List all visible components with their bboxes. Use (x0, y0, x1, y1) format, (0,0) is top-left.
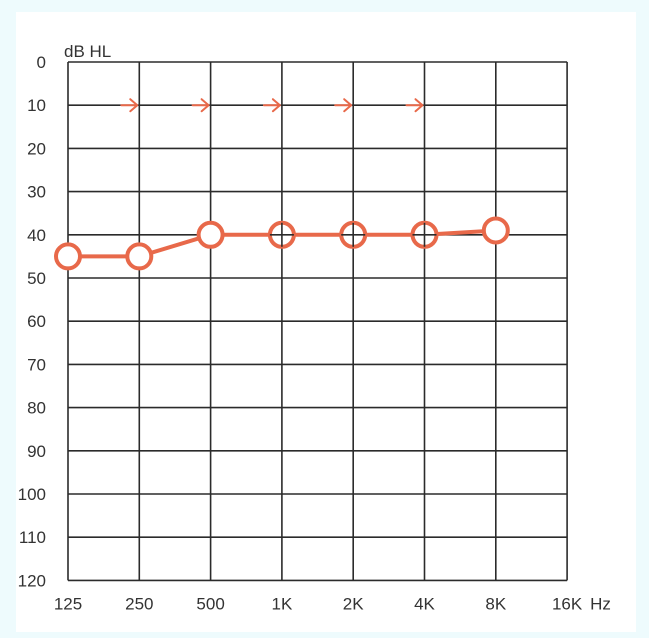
y-tick-label: 40 (27, 226, 46, 245)
audiogram-chart: dB HL Hz 0 10 20 30 40 50 60 70 80 90 100 110 120 125… (18, 42, 611, 613)
audiogram-card: dB HL Hz 0 10 20 30 40 50 60 70 80 90 100 110 120 125… (16, 12, 636, 632)
arrow-marker (120, 98, 139, 113)
threshold-point (267, 220, 296, 249)
x-tick-label: 8K (485, 594, 506, 613)
x-tick-label: 125 (54, 594, 82, 613)
y-tick-label: 50 (27, 269, 46, 288)
threshold-point (339, 220, 368, 249)
y-tick-label: 100 (18, 485, 46, 504)
y-tick-label: 20 (27, 139, 46, 158)
y-tick-label: 70 (27, 355, 46, 374)
threshold-point (196, 220, 225, 249)
arrow-marker (405, 98, 424, 113)
threshold-point (410, 220, 439, 249)
y-tick-label: 10 (27, 96, 46, 115)
arrow-markers (120, 98, 424, 113)
x-tick-label: 1K (272, 594, 293, 613)
x-axis-unit: Hz (590, 594, 611, 613)
axis-labels: dB HL Hz 0 10 20 30 40 50 60 70 80 90 100 110 120 125… (18, 42, 611, 613)
y-tick-label: 60 (27, 312, 46, 331)
x-tick-label: 250 (125, 594, 153, 613)
y-tick-label: 80 (27, 399, 46, 418)
y-tick-label: 0 (37, 53, 46, 72)
threshold-series (54, 216, 510, 271)
arrow-marker (334, 98, 353, 113)
threshold-point (125, 242, 154, 271)
y-tick-label: 90 (27, 442, 46, 461)
arrow-marker (262, 98, 281, 113)
point-circle (54, 242, 82, 271)
x-tick-label: 4K (414, 594, 435, 613)
y-axis-label: dB HL (64, 42, 111, 61)
x-tick-label: 500 (196, 594, 224, 613)
y-tick-label: 110 (19, 528, 46, 547)
grid (67, 61, 568, 582)
y-tick-label: 30 (27, 183, 46, 202)
x-tick-label: 2K (343, 594, 364, 613)
threshold-point (481, 216, 510, 245)
x-tick-label: 16K (552, 594, 583, 613)
point-circle (125, 242, 154, 271)
point-circle (481, 216, 510, 245)
arrow-marker (191, 98, 210, 113)
threshold-point (54, 242, 82, 271)
point-circle (196, 220, 225, 249)
y-tick-label: 120 (18, 571, 46, 590)
